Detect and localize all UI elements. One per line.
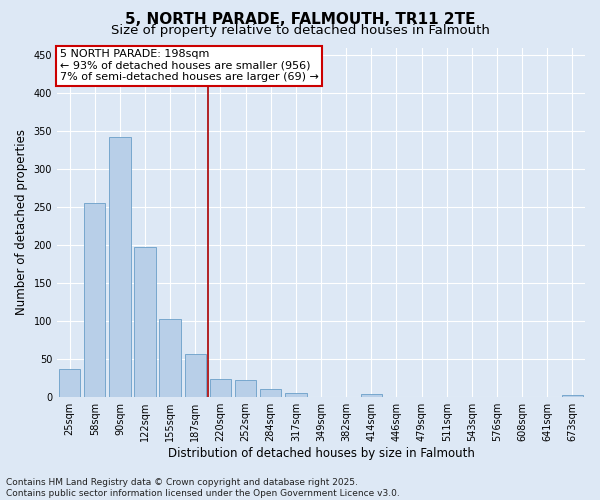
X-axis label: Distribution of detached houses by size in Falmouth: Distribution of detached houses by size … (167, 447, 475, 460)
Bar (109, 137, 131, 397)
Bar (361, 394, 382, 397)
Text: 5 NORTH PARADE: 198sqm
← 93% of detached houses are smaller (956)
7% of semi-det: 5 NORTH PARADE: 198sqm ← 93% of detached… (59, 49, 319, 82)
Y-axis label: Number of detached properties: Number of detached properties (15, 130, 28, 316)
Text: Contains HM Land Registry data © Crown copyright and database right 2025.
Contai: Contains HM Land Registry data © Crown c… (6, 478, 400, 498)
Bar (59, 369, 80, 397)
Bar (260, 388, 281, 397)
Bar (285, 394, 307, 397)
Bar (84, 202, 106, 397)
Bar (235, 380, 256, 397)
Bar (562, 395, 583, 397)
Bar (210, 379, 231, 397)
Bar (160, 319, 181, 397)
Bar (185, 354, 206, 397)
Bar (134, 246, 156, 397)
Text: Size of property relative to detached houses in Falmouth: Size of property relative to detached ho… (110, 24, 490, 37)
Text: 5, NORTH PARADE, FALMOUTH, TR11 2TE: 5, NORTH PARADE, FALMOUTH, TR11 2TE (125, 12, 475, 28)
